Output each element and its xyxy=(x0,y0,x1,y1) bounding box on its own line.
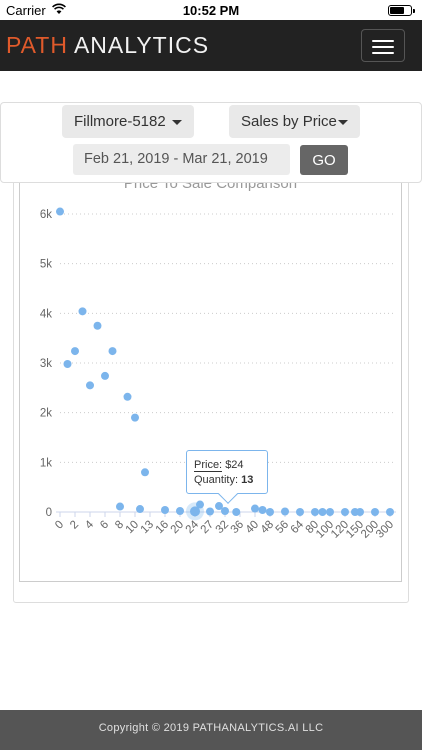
carrier-label: Carrier xyxy=(6,3,46,18)
data-point xyxy=(326,508,334,516)
chart-tooltip: Price: $24 Quantity: 13 xyxy=(186,450,268,504)
data-point xyxy=(161,506,169,515)
data-point xyxy=(356,508,364,516)
caret-down-icon xyxy=(172,120,182,125)
brand-path: PATH xyxy=(6,32,68,58)
y-tick-label: 1k xyxy=(40,457,52,469)
data-point xyxy=(176,507,184,516)
tooltip-quantity-label: Quantity: xyxy=(194,474,239,486)
status-time: 10:52 PM xyxy=(182,3,240,18)
tooltip-price-value: $24 xyxy=(225,459,244,471)
wifi-icon xyxy=(52,3,66,14)
data-point xyxy=(196,500,204,509)
data-point xyxy=(93,321,102,330)
footer: Copyright © 2019 PATHANALYTICS.AI LLC xyxy=(0,710,422,750)
data-point xyxy=(341,508,349,516)
highlighted-data-point xyxy=(190,506,200,517)
brand-logo[interactable]: PATH ANALYTICS xyxy=(6,32,209,59)
location-dropdown-label: Fillmore-5182 xyxy=(74,113,166,130)
data-point xyxy=(232,508,241,516)
filter-panel: Fillmore-5182 Sales by Price Feb 21, 201… xyxy=(0,102,422,183)
footer-copyright: Copyright © 2019 PATHANALYTICS.AI LLC xyxy=(98,722,324,734)
data-point xyxy=(108,347,117,356)
data-point xyxy=(123,392,132,401)
data-point xyxy=(251,504,259,513)
hamburger-menu-button[interactable] xyxy=(361,29,405,62)
x-tick-label: 6 xyxy=(98,519,111,532)
y-tick-label: 2k xyxy=(40,408,52,420)
go-button[interactable]: GO xyxy=(300,145,348,175)
data-point xyxy=(371,508,379,516)
data-point xyxy=(258,506,267,515)
data-point xyxy=(71,347,79,356)
data-point xyxy=(56,207,64,216)
status-bar: Carrier 10:52 PM xyxy=(0,0,422,20)
x-tick-label: 300 xyxy=(374,519,396,541)
data-point xyxy=(221,507,229,516)
data-point xyxy=(206,507,214,516)
y-tick-label: 6k xyxy=(40,209,52,221)
data-point xyxy=(215,502,223,511)
data-point xyxy=(311,508,319,516)
data-point xyxy=(141,468,149,477)
x-tick-label: 4 xyxy=(83,518,96,531)
data-point xyxy=(116,502,124,511)
hamburger-icon xyxy=(372,40,394,42)
data-point xyxy=(318,508,327,516)
data-point xyxy=(266,508,274,516)
caret-down-icon xyxy=(338,120,348,125)
tooltip-price-label: Price: xyxy=(194,459,223,472)
x-tick-label: 8 xyxy=(113,519,126,532)
navbar: PATH ANALYTICS xyxy=(0,20,422,71)
date-range-input[interactable]: Feb 21, 2019 - Mar 21, 2019 xyxy=(73,144,290,175)
data-point xyxy=(281,507,289,516)
data-point xyxy=(131,413,139,422)
report-dropdown[interactable]: Sales by Price xyxy=(229,105,360,138)
report-dropdown-label: Sales by Price xyxy=(241,113,337,130)
brand-analytics: ANALYTICS xyxy=(73,32,210,58)
data-point xyxy=(296,508,304,516)
y-tick-label: 3k xyxy=(40,358,52,370)
data-point xyxy=(63,359,72,368)
data-point xyxy=(86,381,94,390)
data-point xyxy=(136,505,144,514)
battery-icon xyxy=(388,5,415,16)
location-dropdown[interactable]: Fillmore-5182 xyxy=(62,105,194,138)
y-tick-label: 0 xyxy=(46,507,52,519)
data-point xyxy=(386,508,394,516)
data-point xyxy=(78,307,87,316)
x-tick-label: 2 xyxy=(68,519,81,532)
data-point xyxy=(101,371,109,380)
y-tick-label: 5k xyxy=(40,259,52,271)
tooltip-quantity-value: 13 xyxy=(241,474,254,486)
x-tick-label: 0 xyxy=(53,519,66,532)
y-tick-label: 4k xyxy=(40,308,52,320)
